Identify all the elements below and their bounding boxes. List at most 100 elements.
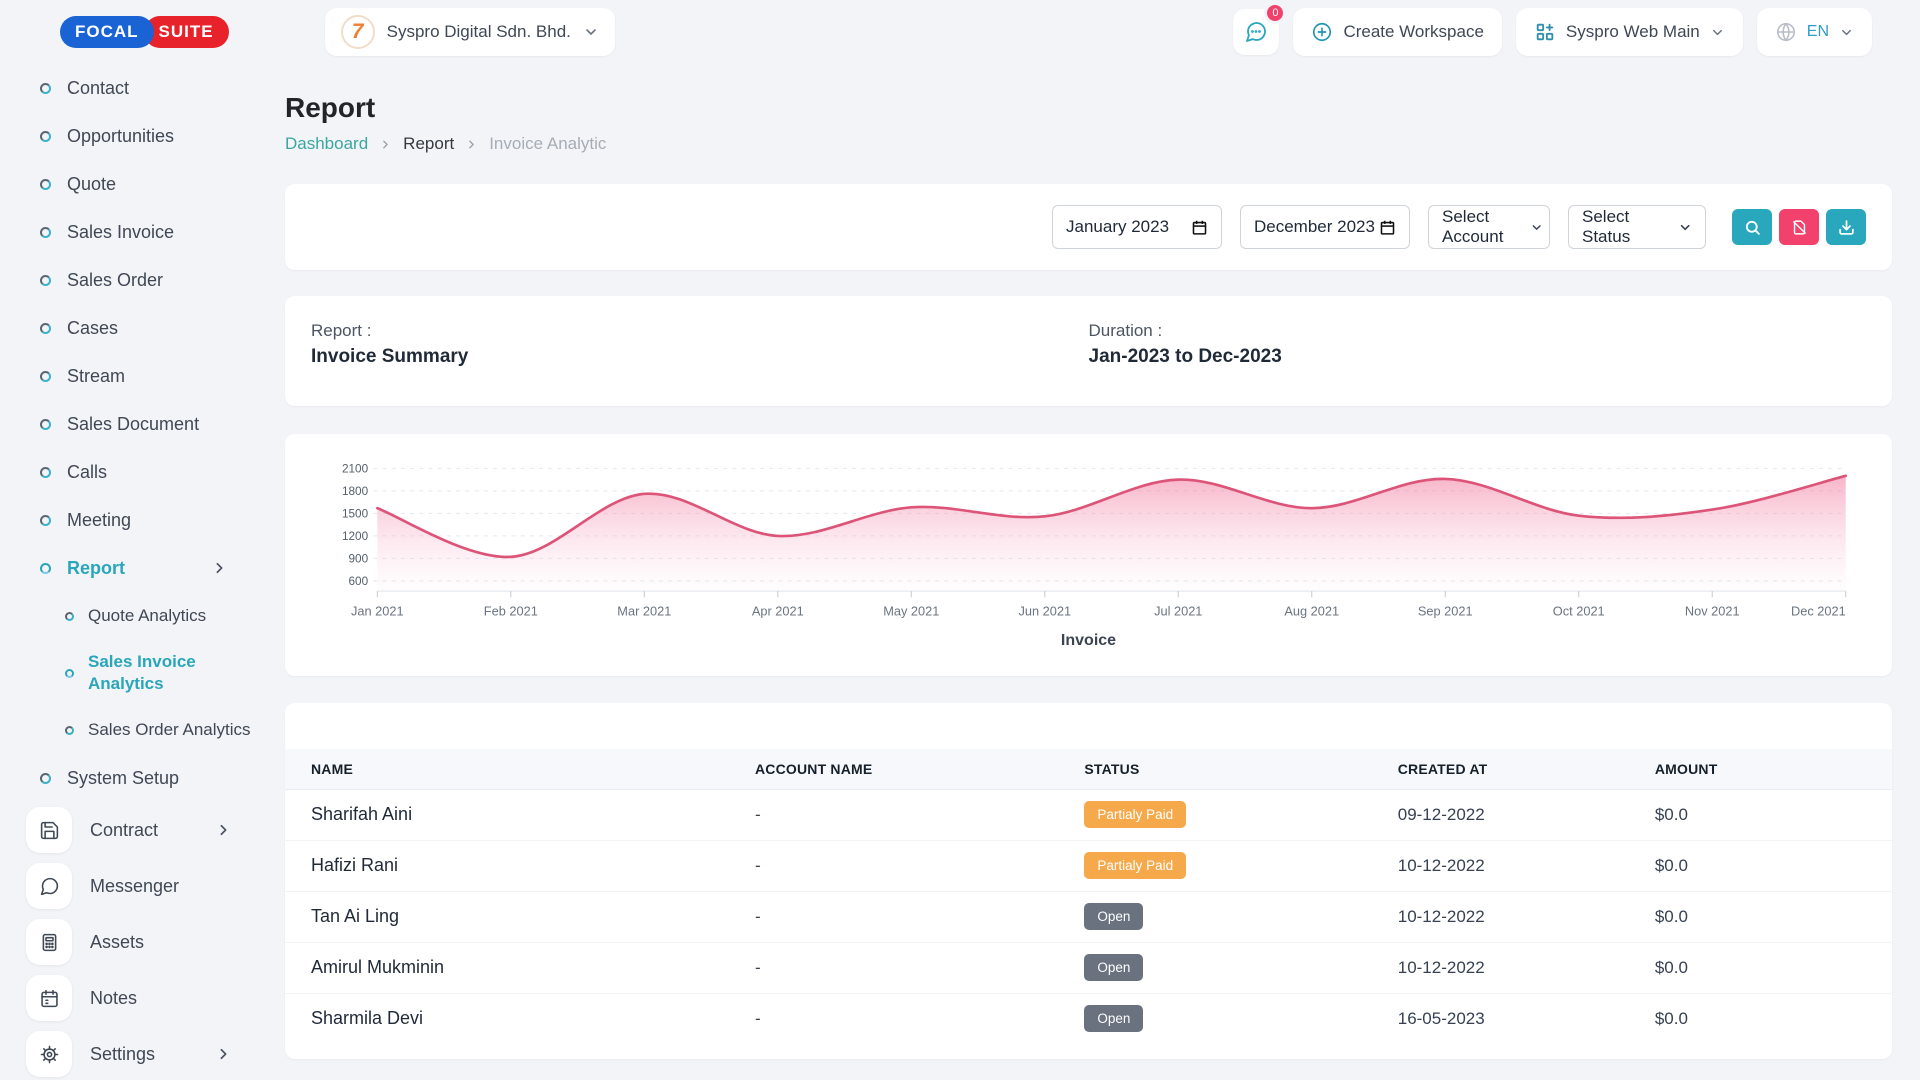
chart-legend: Invoice [311, 632, 1866, 650]
sidebar-item-contract[interactable]: Contract [0, 802, 262, 858]
report-summary: Report : Invoice Summary Duration : Jan-… [285, 296, 1892, 406]
filter-actions [1732, 209, 1866, 245]
svg-text:May 2021: May 2021 [883, 604, 939, 619]
date-from-input[interactable]: January 2023 [1052, 205, 1222, 249]
sidebar-item-quote[interactable]: Quote [0, 160, 262, 208]
svg-text:2100: 2100 [342, 462, 369, 475]
sidebar-item-quote-analytics[interactable]: Quote Analytics [0, 592, 262, 640]
calendar-icon [1191, 219, 1208, 236]
clear-filter-button[interactable] [1779, 209, 1819, 245]
bullet-icon [65, 669, 74, 678]
status-badge: Partialy Paid [1084, 801, 1186, 828]
app-selector[interactable]: Syspro Web Main [1516, 8, 1743, 56]
bullet-icon [40, 179, 51, 190]
plus-circle-icon [1311, 21, 1333, 43]
col-name: NAME [285, 749, 735, 789]
chevron-down-icon [1710, 25, 1725, 40]
bullet-icon [40, 419, 51, 430]
clear-filter-icon [1791, 219, 1808, 236]
svg-text:Jan 2021: Jan 2021 [351, 604, 404, 619]
invoice-table: NAME ACCOUNT NAME STATUS CREATED AT AMOU… [285, 749, 1892, 1044]
bullet-icon [65, 726, 74, 735]
create-workspace-button[interactable]: Create Workspace [1293, 8, 1501, 56]
table-header-row: NAME ACCOUNT NAME STATUS CREATED AT AMOU… [285, 749, 1892, 789]
search-icon [1744, 219, 1761, 236]
breadcrumb-report[interactable]: Report [403, 134, 454, 154]
svg-text:1800: 1800 [342, 485, 369, 498]
svg-text:600: 600 [349, 575, 369, 588]
svg-text:Oct 2021: Oct 2021 [1553, 604, 1605, 619]
bullet-icon [40, 467, 51, 478]
language-label: EN [1807, 23, 1829, 41]
svg-text:Aug 2021: Aug 2021 [1284, 604, 1339, 619]
date-to-input[interactable]: December 2023 [1240, 205, 1410, 249]
page-title: Report [285, 92, 1892, 124]
table-row: Tan Ai Ling - Open 10-12-2022 $0.0 [285, 891, 1892, 942]
sidebar-item-sales-order-analytics[interactable]: Sales Order Analytics [0, 706, 262, 754]
svg-text:Mar 2021: Mar 2021 [617, 604, 671, 619]
search-button[interactable] [1732, 209, 1772, 245]
chevron-right-icon [211, 560, 228, 577]
breadcrumb-dashboard[interactable]: Dashboard [285, 134, 368, 154]
col-amount: AMOUNT [1635, 749, 1892, 789]
sidebar-item-settings[interactable]: Settings [0, 1026, 262, 1080]
notification-badge: 0 [1264, 2, 1286, 24]
sidebar-item-opportunities[interactable]: Opportunities [0, 112, 262, 160]
chat-bubble-icon [39, 876, 60, 897]
sidebar: Contact Opportunities Quote Sales Invoic… [0, 64, 262, 1080]
chevron-right-icon [465, 138, 478, 151]
bullet-icon [40, 515, 51, 526]
sidebar-item-sales-order[interactable]: Sales Order [0, 256, 262, 304]
bullet-icon [40, 371, 51, 382]
filter-bar: January 2023 December 2023 Select Accoun… [285, 184, 1892, 270]
chat-button[interactable]: 0 [1233, 9, 1279, 55]
chevron-right-icon [215, 822, 232, 839]
chevron-right-icon [379, 138, 392, 151]
chevron-down-icon [583, 24, 599, 40]
table-row: Sharifah Aini - Partialy Paid 09-12-2022… [285, 789, 1892, 840]
workspace-selector[interactable]: 7 Syspro Digital Sdn. Bhd. [325, 8, 615, 56]
sidebar-item-cases[interactable]: Cases [0, 304, 262, 352]
table-row: Amirul Mukminin - Open 10-12-2022 $0.0 [285, 942, 1892, 993]
globe-icon [1775, 21, 1797, 43]
chat-icon [1244, 20, 1268, 44]
summary-duration: Duration : Jan-2023 to Dec-2023 [1089, 321, 1867, 381]
svg-text:Apr 2021: Apr 2021 [752, 604, 804, 619]
download-icon [1838, 219, 1855, 236]
svg-text:1500: 1500 [342, 507, 369, 520]
sidebar-item-calls[interactable]: Calls [0, 448, 262, 496]
chevron-down-icon [1530, 220, 1543, 235]
sidebar-item-sales-document[interactable]: Sales Document [0, 400, 262, 448]
sidebar-item-system-setup[interactable]: System Setup [0, 754, 262, 802]
sidebar-item-contact[interactable]: Contact [0, 64, 262, 112]
sidebar-item-sales-invoice[interactable]: Sales Invoice [0, 208, 262, 256]
workspace-name: Syspro Digital Sdn. Bhd. [387, 22, 571, 42]
sidebar-item-notes[interactable]: Notes [0, 970, 262, 1026]
account-select[interactable]: Select Account [1428, 205, 1550, 249]
calendar-icon [39, 988, 60, 1009]
sidebar-item-assets[interactable]: Assets [0, 914, 262, 970]
sidebar-item-report[interactable]: Report [0, 544, 262, 592]
workspace-logo: 7 [341, 15, 375, 49]
gear-icon [39, 1044, 60, 1065]
language-selector[interactable]: EN [1757, 8, 1872, 56]
download-button[interactable] [1826, 209, 1866, 245]
col-status: STATUS [1064, 749, 1377, 789]
calendar-icon [1379, 219, 1396, 236]
table-row: Hafizi Rani - Partialy Paid 10-12-2022 $… [285, 840, 1892, 891]
app-selector-label: Syspro Web Main [1566, 22, 1700, 42]
sidebar-item-sales-invoice-analytics[interactable]: Sales Invoice Analytics [0, 640, 262, 706]
col-account-name: ACCOUNT NAME [735, 749, 1064, 789]
invoice-chart-card: 6009001200150018002100Jan 2021Feb 2021Ma… [285, 434, 1892, 676]
bullet-icon [40, 275, 51, 286]
chevron-down-icon [1678, 220, 1692, 235]
svg-text:Dec 2021: Dec 2021 [1791, 604, 1846, 619]
status-select[interactable]: Select Status [1568, 205, 1706, 249]
svg-text:Feb 2021: Feb 2021 [484, 604, 538, 619]
svg-text:Jul 2021: Jul 2021 [1154, 604, 1202, 619]
sidebar-item-messenger[interactable]: Messenger [0, 858, 262, 914]
focal-suite-logo: FOCAL SUITE [60, 16, 229, 48]
sidebar-item-meeting[interactable]: Meeting [0, 496, 262, 544]
sidebar-item-stream[interactable]: Stream [0, 352, 262, 400]
svg-text:Nov 2021: Nov 2021 [1685, 604, 1740, 619]
